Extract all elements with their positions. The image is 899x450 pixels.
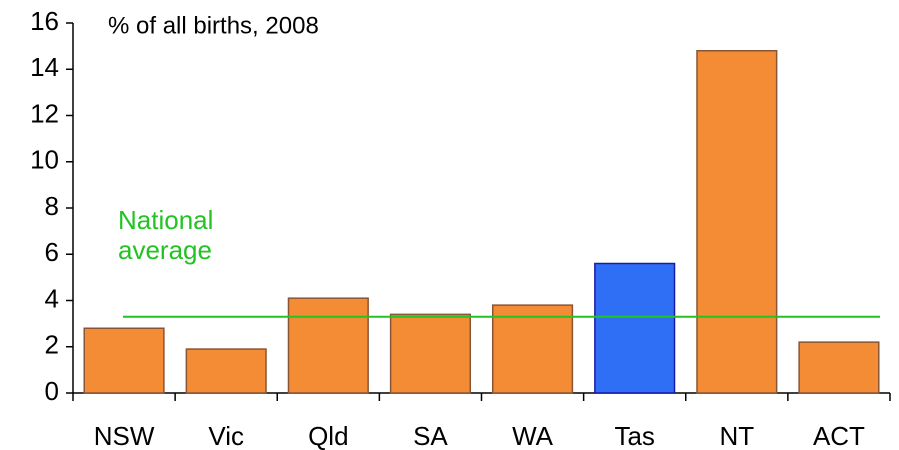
y-tick-label: 6 — [45, 237, 59, 267]
bar — [185, 348, 267, 394]
y-tick-label: 0 — [45, 376, 59, 406]
x-tick-label: Qld — [308, 421, 348, 450]
bar — [389, 313, 472, 394]
y-tick-label: 8 — [45, 191, 59, 221]
bar — [798, 341, 880, 394]
bar — [594, 262, 676, 394]
x-tick-label: NSW — [94, 421, 155, 450]
y-tick-label: 12 — [30, 98, 59, 128]
x-tick-label: Vic — [208, 421, 244, 450]
y-tick-label: 16 — [30, 6, 59, 36]
y-tick-label: 2 — [45, 330, 59, 360]
y-tick-label: 4 — [45, 283, 59, 313]
bar — [83, 327, 165, 394]
x-tick-label: Tas — [614, 421, 654, 450]
x-tick-label: ACT — [813, 421, 865, 450]
chart-title: % of all births, 2008 — [108, 12, 319, 39]
x-tick-label: NT — [719, 421, 754, 450]
bar — [491, 304, 574, 394]
y-tick-label: 14 — [30, 52, 59, 82]
bar — [287, 297, 369, 394]
x-tick-label: SA — [413, 421, 448, 450]
y-tick-label: 10 — [30, 145, 59, 175]
x-tick-label: WA — [512, 421, 554, 450]
reference-label: National average — [118, 205, 214, 265]
bar — [696, 50, 778, 394]
